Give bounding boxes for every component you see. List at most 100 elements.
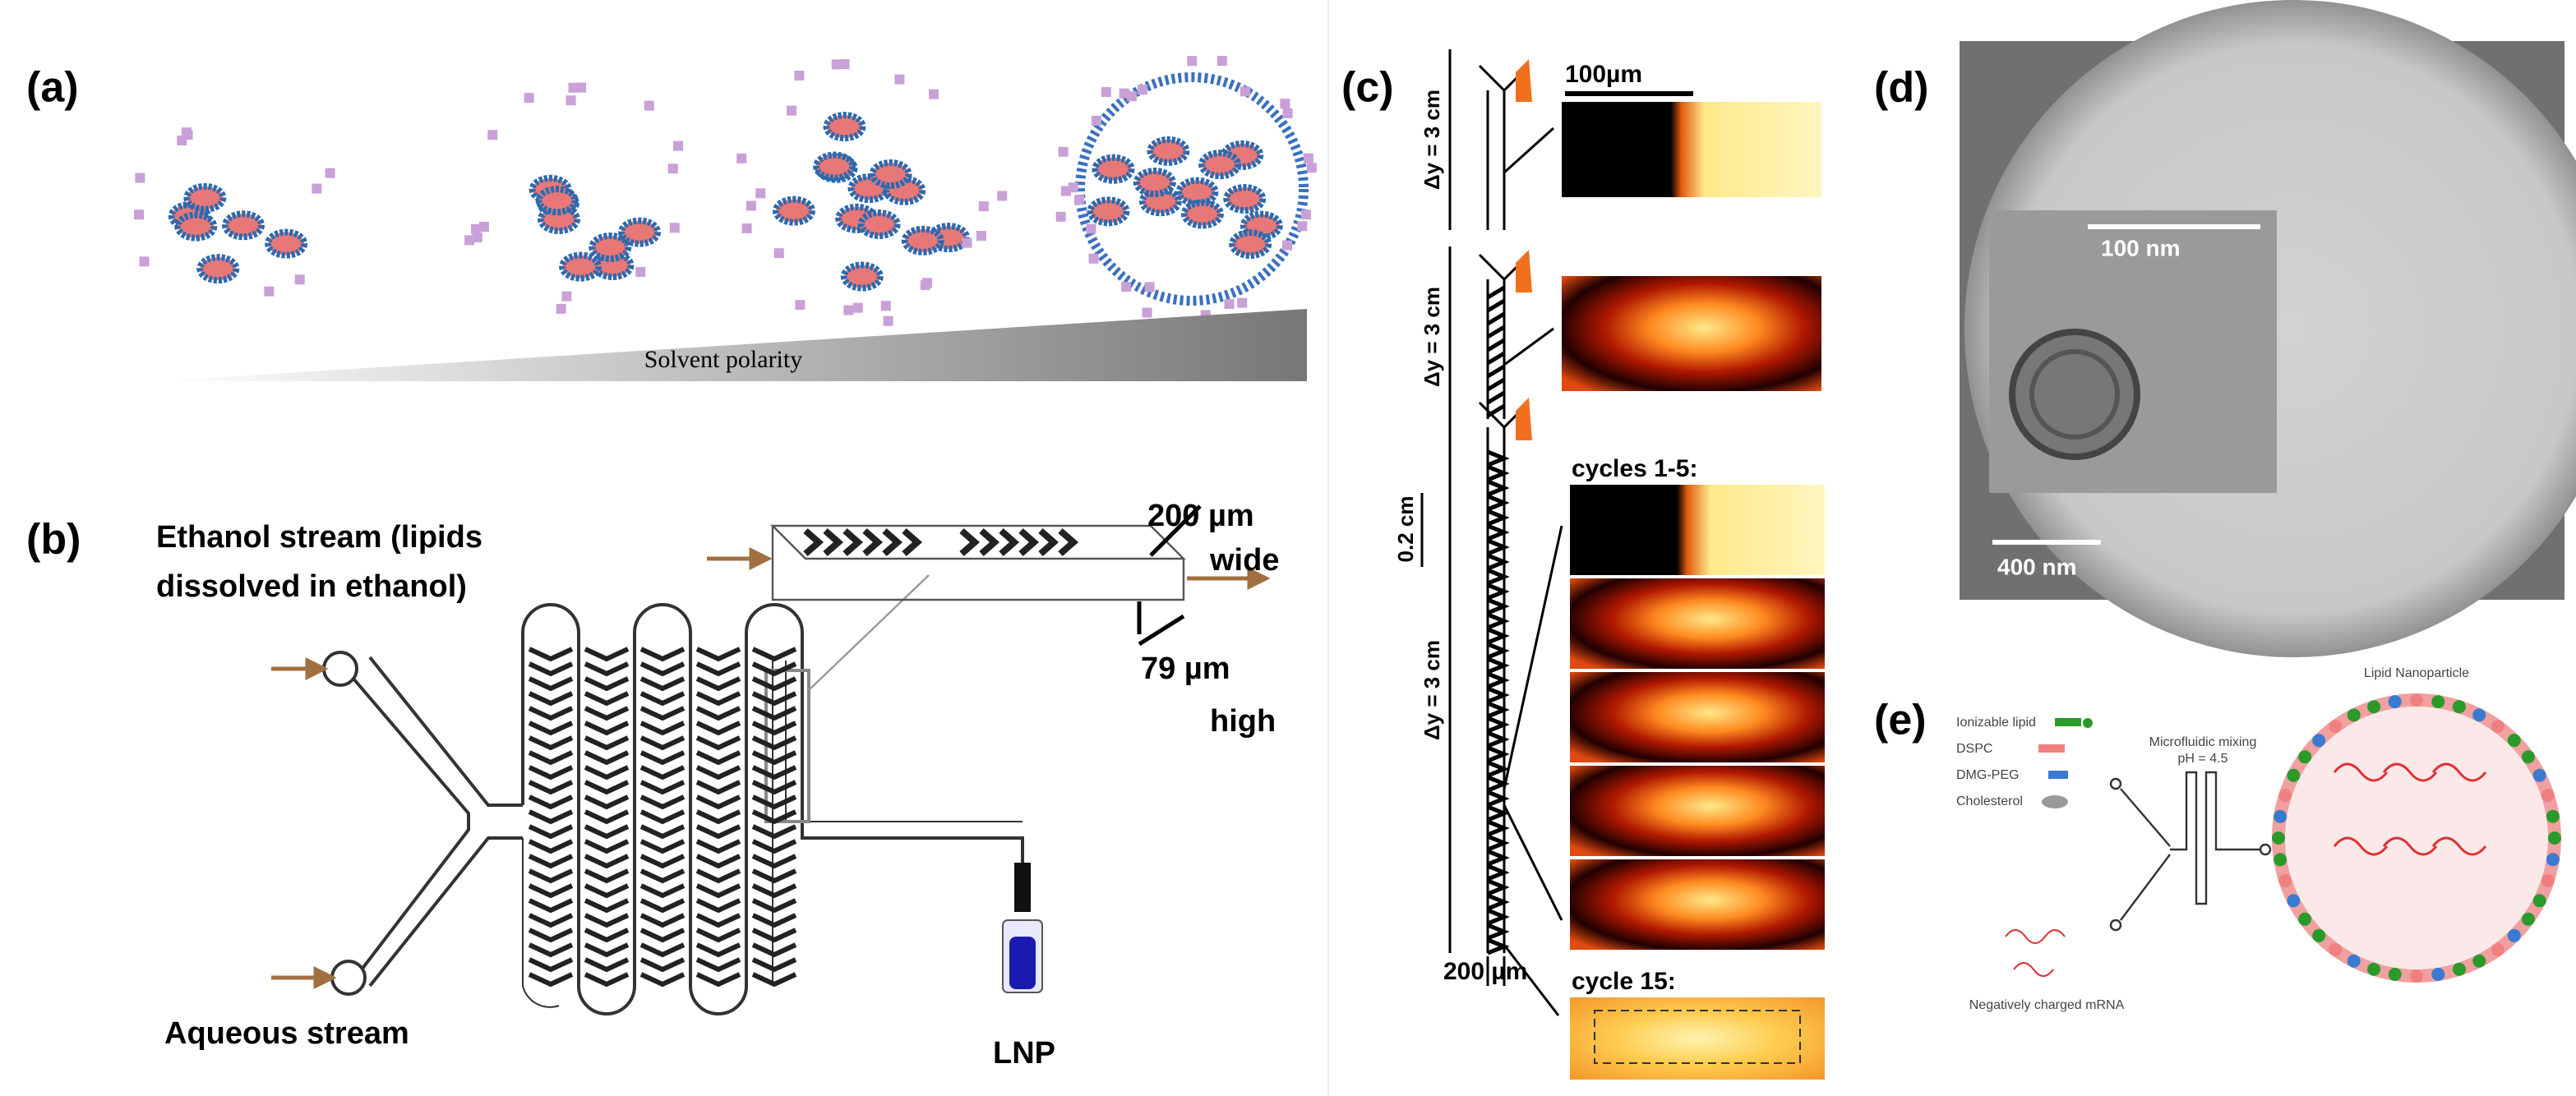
groove	[751, 765, 797, 781]
groove	[639, 676, 686, 692]
mrna	[2431, 762, 2487, 782]
groove	[1487, 671, 1510, 689]
groove	[1487, 597, 1510, 615]
groove	[639, 750, 686, 766]
lipid-head	[2472, 954, 2486, 968]
peg-lipid	[524, 93, 534, 104]
lipid-head	[2329, 720, 2343, 734]
lipid-head	[2431, 967, 2445, 981]
liposome	[2029, 349, 2120, 440]
peg-lipid	[673, 140, 684, 151]
lipid-head	[2472, 708, 2486, 722]
micelle	[174, 211, 218, 242]
groove	[528, 661, 574, 677]
nanoparticle-detail	[2272, 693, 2561, 983]
groove	[695, 809, 741, 825]
dimension-arrows	[1137, 504, 1202, 647]
micelle	[535, 186, 579, 216]
groove	[695, 957, 741, 973]
lipid-head	[2287, 894, 2301, 908]
groove	[639, 794, 686, 810]
peg-lipid	[556, 303, 566, 314]
peg-lipid	[1101, 87, 1111, 98]
width-label: wide	[1209, 543, 1279, 578]
groove	[528, 794, 574, 810]
groove	[1487, 583, 1510, 601]
ethanol-label: dissolved in ethanol)	[156, 569, 467, 604]
peg-lipid	[1092, 115, 1102, 126]
legend-entry: Cholesterol	[1956, 794, 2023, 808]
lipid-clusters	[134, 55, 1317, 326]
peg-lipid	[883, 315, 893, 326]
groove	[584, 691, 630, 707]
groove	[584, 972, 630, 988]
lipid-head	[2507, 928, 2521, 942]
groove	[751, 972, 797, 988]
groove	[528, 691, 574, 707]
mixing-image	[1570, 578, 1825, 669]
peg-lipid	[741, 223, 752, 233]
lipid-head	[2274, 853, 2287, 867]
micelle	[1223, 184, 1267, 214]
scale-label: 400 nm	[1997, 554, 2077, 579]
groove	[1487, 937, 1510, 956]
micelle	[869, 159, 912, 189]
groove	[751, 735, 797, 751]
lipid-head	[2507, 734, 2521, 748]
peg-lipid	[997, 191, 1008, 201]
peg-lipid	[472, 232, 482, 242]
peg-lipid	[978, 201, 989, 212]
groove	[584, 750, 630, 766]
vesicle	[1075, 72, 1309, 306]
micelle	[901, 225, 944, 256]
peg-lipid	[794, 71, 805, 81]
micelle	[857, 210, 901, 240]
peg-lipid	[1137, 85, 1147, 95]
lipid-head	[2367, 962, 2381, 976]
panel-label: (e)	[1874, 697, 1927, 744]
groove	[639, 824, 686, 840]
peg-lipid	[139, 256, 150, 267]
lipid-head	[2431, 695, 2445, 709]
micelle	[773, 196, 816, 226]
legend-entry: Ionizable lipid	[1956, 716, 2036, 730]
groove	[695, 780, 741, 795]
peg-lipid	[773, 248, 784, 259]
lipid-head	[2452, 962, 2466, 976]
groove	[639, 706, 686, 721]
groove	[1487, 553, 1510, 571]
groove	[751, 898, 797, 914]
groove	[751, 794, 797, 810]
mixing-label: pH = 4.5	[2178, 752, 2228, 766]
peg-lipid	[755, 188, 766, 199]
lipid-head	[2347, 954, 2361, 968]
groove	[751, 691, 797, 707]
peg-lipid	[1300, 210, 1311, 220]
peg-lipid	[325, 168, 335, 178]
groove	[751, 868, 797, 884]
groove	[528, 721, 574, 736]
lipid-head	[2287, 768, 2301, 782]
peg-lipid	[1237, 297, 1248, 308]
lipid-head	[2312, 734, 2326, 748]
groove	[639, 854, 686, 869]
inlet	[1516, 250, 1532, 292]
groove	[584, 883, 630, 899]
peg-lipid	[1303, 153, 1313, 163]
length-label: Δy = 3 cm	[1420, 640, 1444, 740]
groove	[584, 647, 630, 662]
groove	[528, 735, 574, 751]
width-label: 200 µm	[1443, 958, 1527, 985]
groove	[751, 780, 797, 795]
groove	[1487, 464, 1510, 482]
groove	[584, 735, 630, 751]
groove	[979, 527, 1000, 557]
pitch-label: 0.2 cm	[1393, 496, 1418, 563]
mixing-image	[1570, 485, 1825, 575]
peg-lipid	[667, 163, 678, 174]
peg-lipid	[843, 305, 854, 315]
groove	[803, 527, 824, 557]
groove	[584, 794, 630, 810]
groove	[1487, 523, 1510, 541]
